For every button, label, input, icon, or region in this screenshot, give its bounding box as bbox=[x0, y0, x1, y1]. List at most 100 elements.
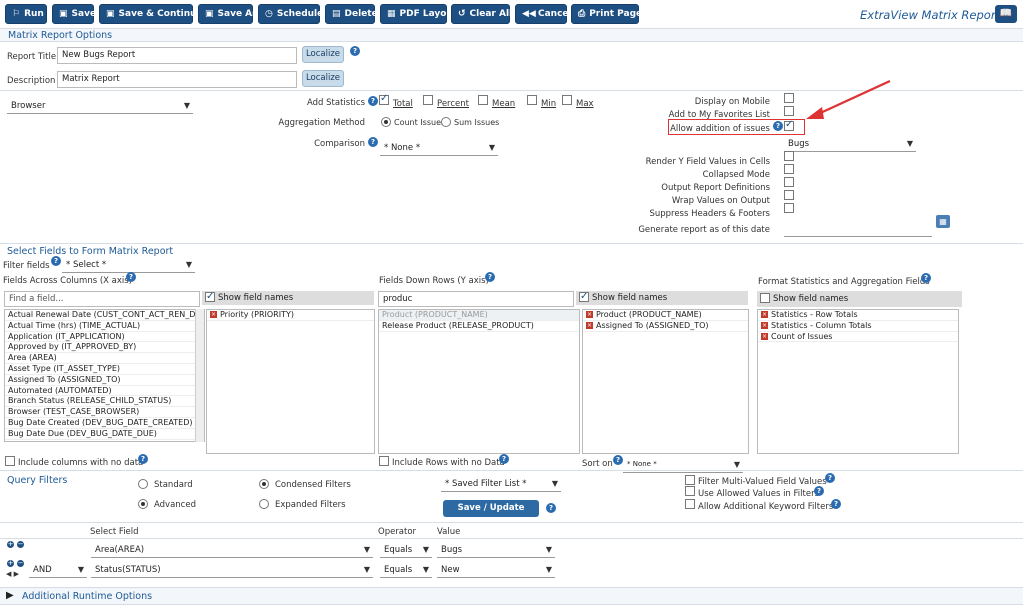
across-available-list[interactable]: Actual Renewal Date (CUST_CONT_ACT_REN_D… bbox=[4, 309, 205, 442]
list-item[interactable]: Approved by (IT_APPROVED_BY) bbox=[5, 342, 204, 354]
move-left-right-icon[interactable]: ◀ ▶ bbox=[6, 570, 19, 578]
filter-operator-select-2[interactable]: Equals ▼ bbox=[380, 563, 432, 578]
help-icon[interactable]: ? bbox=[546, 503, 556, 513]
filter-fields-select[interactable]: * Select * ▼ bbox=[62, 258, 195, 273]
stat-mean-checkbox[interactable] bbox=[478, 95, 488, 105]
format-selected-list[interactable]: × Statistics - Row Totals × Statistics - Co… bbox=[757, 309, 959, 454]
include-columns-checkbox[interactable] bbox=[5, 456, 15, 466]
filter-field-select-1[interactable]: Area(AREA) ▼ bbox=[91, 543, 373, 558]
show-field-names-y[interactable]: Show field names bbox=[576, 290, 748, 305]
right-option-checkbox[interactable] bbox=[784, 164, 794, 174]
help-icon[interactable]: ? bbox=[921, 273, 931, 283]
show-field-names-format[interactable]: Show field names bbox=[757, 291, 962, 307]
remove-filter-icon[interactable]: − bbox=[17, 540, 24, 548]
list-item[interactable]: × Priority (PRIORITY) bbox=[207, 310, 374, 321]
filter-multi-checkbox[interactable] bbox=[685, 475, 695, 485]
help-icon[interactable]: ? bbox=[138, 454, 148, 464]
list-item[interactable]: Browser (TEST_CASE_BROWSER) bbox=[5, 407, 204, 418]
save-button[interactable]: ▣ Save bbox=[52, 4, 96, 24]
remove-icon[interactable]: × bbox=[586, 321, 593, 329]
localize-title-button[interactable]: Localize bbox=[302, 46, 344, 63]
add-filter-icon[interactable]: + bbox=[7, 540, 14, 548]
help-icon[interactable]: ? bbox=[825, 473, 835, 483]
help-icon[interactable]: ? bbox=[499, 454, 509, 464]
add-filter-icon[interactable]: + bbox=[7, 559, 14, 567]
show-field-names-y-checkbox[interactable] bbox=[579, 290, 589, 304]
expanded-radio[interactable] bbox=[259, 499, 269, 509]
show-field-names-format-checkbox[interactable] bbox=[760, 293, 770, 303]
run-button[interactable]: ⚐ Run bbox=[5, 4, 47, 24]
sum-issues-radio[interactable] bbox=[441, 117, 451, 127]
list-item[interactable]: Bug Date Created (DEV_BUG_DATE_CREATED) bbox=[5, 418, 204, 429]
use-allowed-checkbox[interactable] bbox=[685, 486, 695, 496]
generate-date-input[interactable] bbox=[784, 222, 932, 237]
list-item[interactable]: Actual Renewal Date (CUST_CONT_ACT_REN_D… bbox=[5, 310, 204, 321]
runtime-options-title[interactable]: Additional Runtime Options bbox=[22, 591, 153, 602]
delete-button[interactable]: ▤ Delete bbox=[325, 4, 378, 24]
remove-icon[interactable]: × bbox=[761, 321, 768, 329]
clear-all-button[interactable]: ↺ Clear All bbox=[451, 4, 512, 24]
help-icon[interactable]: ? bbox=[773, 121, 783, 131]
filter-field-select-2[interactable]: Status(STATUS) ▼ bbox=[91, 563, 373, 578]
help-icon[interactable]: ? bbox=[350, 46, 360, 56]
list-item[interactable]: Application (IT_APPLICATION) bbox=[5, 332, 204, 343]
find-field-input[interactable]: Find a field... bbox=[4, 291, 200, 307]
count-issues-radio[interactable] bbox=[381, 117, 391, 127]
remove-icon[interactable]: × bbox=[761, 311, 768, 318]
filter-value-select-1[interactable]: Bugs ▼ bbox=[437, 543, 555, 558]
schedule-button[interactable]: ◷ Schedule bbox=[258, 4, 323, 24]
display-mobile-checkbox[interactable] bbox=[784, 93, 794, 103]
bugs-select[interactable]: Bugs ▼ bbox=[784, 137, 916, 152]
print-page-button[interactable]: ⎙ Print Page bbox=[571, 4, 642, 24]
help-icon[interactable]: ? bbox=[51, 256, 61, 266]
list-item[interactable]: Area (AREA) bbox=[5, 353, 204, 364]
scrollbar[interactable] bbox=[195, 309, 204, 442]
allow-keyword-checkbox[interactable] bbox=[685, 499, 695, 509]
sort-on-select[interactable]: * None * ▼ bbox=[623, 458, 743, 473]
expand-arrow-icon[interactable]: ▶ bbox=[6, 590, 14, 601]
stat-min-checkbox[interactable] bbox=[527, 95, 537, 105]
condensed-radio[interactable] bbox=[259, 479, 269, 489]
list-item[interactable]: Product (PRODUCT_NAME) bbox=[379, 310, 579, 321]
saved-filter-select[interactable]: * Saved Filter List * ▼ bbox=[441, 477, 561, 492]
right-option-checkbox[interactable] bbox=[784, 190, 794, 200]
help-icon[interactable]: ? bbox=[368, 96, 378, 106]
filter-value-select-2[interactable]: New ▼ bbox=[437, 563, 555, 578]
advanced-radio[interactable] bbox=[138, 499, 148, 509]
help-icon[interactable]: ? bbox=[485, 272, 495, 282]
cancel-button[interactable]: ◀◀ Cancel bbox=[515, 4, 572, 24]
report-title-input[interactable]: New Bugs Report bbox=[57, 47, 297, 64]
comparison-select[interactable]: * None * ▼ bbox=[380, 141, 498, 156]
remove-icon[interactable]: × bbox=[761, 332, 768, 340]
output-select[interactable]: Browser ▼ bbox=[7, 99, 193, 114]
list-item[interactable]: Branch Status (RELEASE_CHILD_STATUS) bbox=[5, 396, 204, 408]
across-selected-list[interactable]: × Priority (PRIORITY) bbox=[206, 309, 375, 454]
filter-operator-select-1[interactable]: Equals ▼ bbox=[380, 543, 432, 558]
description-input[interactable]: Matrix Report bbox=[57, 71, 297, 88]
help-icon[interactable]: ? bbox=[814, 486, 824, 496]
right-option-checkbox[interactable] bbox=[784, 177, 794, 187]
list-item[interactable]: Bug Date Due (DEV_BUG_DATE_DUE) bbox=[5, 429, 204, 440]
include-rows-checkbox[interactable] bbox=[379, 456, 389, 466]
list-item[interactable]: × Product (PRODUCT_NAME) bbox=[583, 310, 748, 321]
filter-connector-select[interactable]: AND ▼ bbox=[29, 563, 87, 578]
list-item[interactable]: × Count of Issues bbox=[758, 332, 958, 343]
help-icon[interactable]: ? bbox=[126, 272, 136, 282]
show-field-names-x-checkbox[interactable] bbox=[205, 290, 215, 304]
save-as-button[interactable]: ▣ Save As bbox=[198, 4, 258, 24]
calendar-icon[interactable]: ▦ bbox=[936, 215, 950, 228]
show-field-names-x[interactable]: Show field names bbox=[202, 290, 374, 305]
list-item[interactable]: × Statistics - Row Totals bbox=[758, 310, 958, 321]
list-item[interactable]: Actual Time (hrs) (TIME_ACTUAL) bbox=[5, 321, 204, 332]
help-icon[interactable]: ? bbox=[831, 499, 841, 509]
stat-percent-checkbox[interactable] bbox=[423, 95, 433, 105]
remove-icon[interactable]: × bbox=[586, 311, 593, 318]
remove-filter-icon[interactable]: − bbox=[17, 559, 24, 567]
remove-icon[interactable]: × bbox=[210, 311, 217, 318]
down-search-input[interactable]: produc bbox=[378, 291, 574, 307]
favorites-checkbox[interactable] bbox=[784, 106, 794, 116]
help-book-icon[interactable]: 📖 bbox=[995, 5, 1017, 23]
save-update-filters-button[interactable]: Save / Update Filters bbox=[443, 500, 539, 530]
down-available-list[interactable]: Product (PRODUCT_NAME) Release Product (R… bbox=[378, 309, 580, 454]
localize-description-button[interactable]: Localize bbox=[302, 70, 344, 87]
